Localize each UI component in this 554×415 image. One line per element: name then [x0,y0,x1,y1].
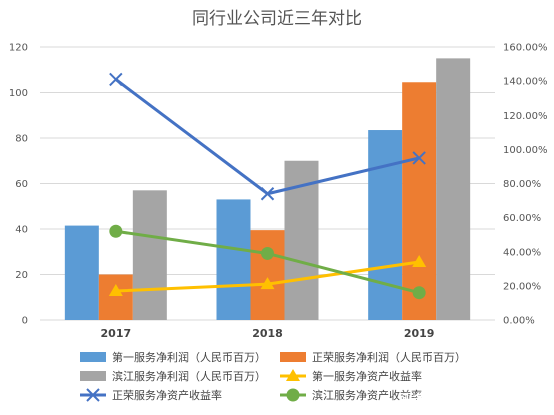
y-right-tick-label: 80.00% [503,179,541,190]
data-point-marker [286,388,300,402]
data-point-marker [261,246,274,260]
y-right-tick-label: 20.00% [503,281,541,292]
watermark-prefix: 头条 [400,392,427,408]
legend-swatch [80,352,106,362]
y-left-tick-label: 100 [9,88,28,99]
bar [132,190,167,320]
y-left-tick-label: 40 [15,225,28,236]
legend-label: 正荣服务净资产收益率 [112,388,222,402]
y-right-tick-label: 40.00% [503,247,541,258]
y-left-tick-label: 80 [15,134,28,145]
bar-series-group [64,58,471,320]
bar [216,199,251,320]
bar [402,82,437,320]
line-series-group [108,72,427,300]
x-tick-label: 2017 [101,327,132,340]
axes: 0 20 40 60 80 100 120 0.00% 20.00% 40.00% 60.00% 80… [9,43,548,341]
legend-label: 正荣服务净利润（人民币百万） [312,350,466,364]
y-left-tick-label: 0 [22,316,28,327]
data-point-marker [412,286,426,300]
legend-label: 第一服务净资产收益率 [312,369,422,383]
legend: 第一服务净利润（人民币百万） 正荣服务净利润（人民币百万） 滨江服务净利润（人民币百… [80,350,466,402]
y-right-tick-label: 160.00% [503,43,548,54]
data-point-marker [412,254,427,267]
y-right-tick-label: 120.00% [503,111,548,122]
bar [64,225,99,320]
data-point-marker [108,283,123,296]
data-point-marker [286,369,300,381]
bar [250,230,285,320]
data-point-marker [412,151,426,165]
bar [98,274,133,320]
data-point-marker [260,277,275,290]
y-left-tick-label: 20 [15,270,28,281]
legend-swatch [80,371,106,381]
data-point-marker [86,388,100,402]
legend-label: 滨江服务净资产收益率 [312,388,422,402]
x-tick-label: 2018 [252,327,283,340]
bar [436,58,471,320]
x-tick-label: 2019 [404,327,435,340]
legend-label: 滨江服务净利润（人民币百万） [112,369,266,383]
y-right-tick-label: 140.00% [503,77,548,88]
data-point-marker [109,224,123,238]
y-right-tick-label: 0.00% [503,316,535,327]
watermark-text: @雷根基金李金龙 [427,392,531,408]
y-left-tick-label: 60 [15,179,28,190]
watermark: 头条 @雷根基金李金龙 [400,392,531,408]
data-point-marker [260,187,275,201]
chart-title: 同行业公司近三年对比 [192,9,362,29]
bar [368,130,403,320]
legend-label: 第一服务净利润（人民币百万） [112,350,266,364]
y-right-tick-label: 100.00% [503,145,548,156]
data-point-marker [109,72,123,87]
y-left-tick-label: 120 [9,43,28,54]
legend-swatch [280,352,306,362]
y-right-tick-label: 60.00% [503,213,541,224]
